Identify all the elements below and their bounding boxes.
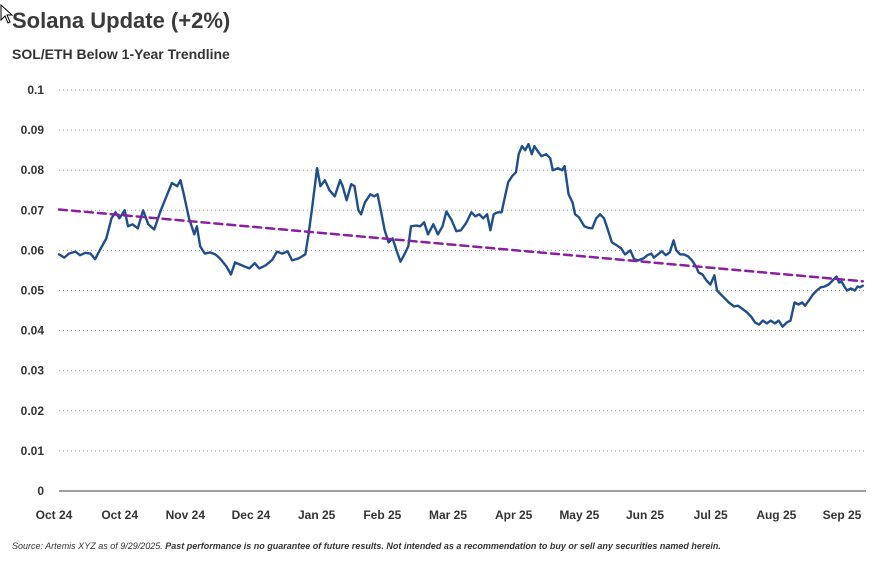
x-tick-label: Sep 25 xyxy=(823,508,862,522)
x-tick-label: Jun 25 xyxy=(626,508,664,522)
y-tick-label: 0.02 xyxy=(21,404,45,418)
y-tick-label: 0.03 xyxy=(21,364,45,378)
y-tick-label: 0.07 xyxy=(21,203,45,217)
footnote-disclaimer: Past performance is no guarantee of futu… xyxy=(165,541,721,551)
y-tick-label: 0.01 xyxy=(21,444,45,458)
x-tick-label: Nov 24 xyxy=(166,508,206,522)
x-tick-label: Dec 24 xyxy=(232,508,271,522)
axes: 0 0.01 0.02 0.03 0.04 0.05 0.06 0.07 0.08 0.09 0.1… xyxy=(21,83,866,522)
y-tick-label: 0.06 xyxy=(21,243,45,257)
x-tick-label: May 25 xyxy=(559,508,599,522)
y-tick-label: 0.04 xyxy=(21,324,45,338)
y-tick-label: 0.09 xyxy=(21,123,45,137)
sol-eth-series-line xyxy=(57,142,864,328)
y-tick-label: 0.1 xyxy=(27,83,44,97)
x-tick-label: Oct 24 xyxy=(36,508,73,522)
x-tick-label: Oct 24 xyxy=(101,508,138,522)
x-tick-label: Apr 25 xyxy=(495,508,533,522)
y-tick-label: 0 xyxy=(37,484,44,498)
series xyxy=(57,142,865,328)
y-tick-label: 0.08 xyxy=(21,163,45,177)
gridlines xyxy=(59,89,866,452)
mouse-cursor-icon xyxy=(0,4,14,24)
chart-subtitle: SOL/ETH Below 1-Year Trendline xyxy=(12,46,230,62)
footnote: Source: Artemis XYZ as of 9/29/2025. Pas… xyxy=(12,541,721,551)
x-tick-label: Jul 25 xyxy=(694,508,728,522)
chart-title: Solana Update (+2%) xyxy=(12,8,231,33)
x-tick-label: Feb 25 xyxy=(363,508,401,522)
footnote-source: Source: Artemis XYZ as of 9/29/2025. xyxy=(12,541,163,551)
trendline-series xyxy=(57,208,865,283)
x-tick-label: Aug 25 xyxy=(756,508,796,522)
y-tick-label: 0.05 xyxy=(21,284,45,298)
x-tick-label: Jan 25 xyxy=(298,508,336,522)
x-tick-label: Mar 25 xyxy=(429,508,467,522)
